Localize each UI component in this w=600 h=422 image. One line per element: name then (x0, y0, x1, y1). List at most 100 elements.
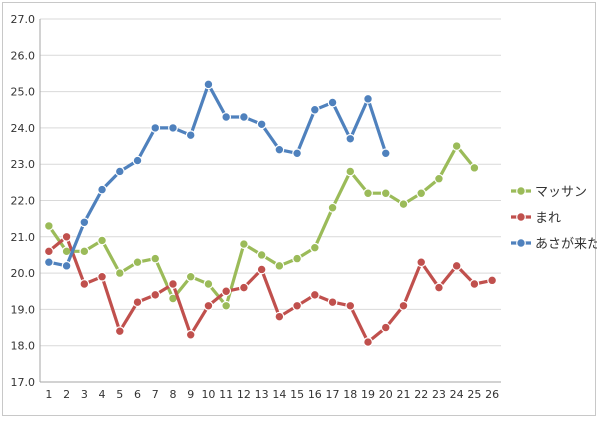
x-tick-label: 8 (169, 388, 176, 401)
data-point (97, 235, 107, 246)
data-point (434, 173, 444, 184)
x-tick-label: 2 (63, 388, 70, 401)
data-point (43, 257, 54, 268)
data-point (239, 112, 249, 122)
data-point (469, 162, 480, 173)
y-tick-label: 18.0 (11, 340, 36, 353)
legend-item: マッサン (511, 185, 587, 200)
data-point (150, 289, 161, 300)
x-tick-label: 13 (255, 388, 269, 401)
x-tick-label: 12 (237, 388, 251, 401)
data-point (416, 257, 427, 268)
chart-frame: 17.0 18.0 19.0 20.0 21.0 22.0 23.0 24.0 25.0 26.0… (2, 2, 600, 416)
data-point (132, 297, 143, 308)
data-point (256, 264, 267, 275)
data-point (132, 155, 143, 166)
data-point (97, 184, 107, 195)
x-tick-label: 20 (379, 388, 393, 401)
data-point (150, 253, 161, 264)
data-point (132, 257, 143, 268)
data-point (114, 268, 125, 279)
series-1 (43, 141, 480, 311)
y-tick-label: 27.0 (11, 13, 36, 26)
data-point (61, 231, 72, 242)
data-point (168, 279, 178, 289)
line-chart: 17.0 18.0 19.0 20.0 21.0 22.0 23.0 24.0 25.0 26.0… (11, 13, 600, 401)
series-group (43, 79, 498, 347)
data-point (114, 166, 125, 177)
data-point (292, 148, 302, 159)
y-tick-label: 20.0 (11, 267, 36, 280)
series-line (47, 144, 476, 308)
x-tick-label: 1 (45, 388, 52, 401)
data-point (345, 133, 356, 144)
series-line (47, 235, 493, 344)
legend-swatch-marker (516, 212, 526, 222)
data-point (221, 112, 232, 122)
data-point (398, 300, 409, 311)
data-point (345, 300, 356, 311)
series-3 (43, 79, 391, 271)
data-point (380, 148, 391, 159)
data-point (79, 217, 90, 228)
data-point (451, 141, 462, 151)
y-tick-label: 19.0 (11, 303, 36, 316)
y-tick-label: 24.0 (11, 122, 36, 135)
x-tick-label: 7 (152, 388, 159, 401)
data-point (61, 260, 72, 271)
data-point (380, 322, 391, 333)
data-point (97, 271, 107, 282)
y-tick-label: 25.0 (11, 86, 36, 99)
data-point (327, 97, 338, 108)
data-point (327, 202, 338, 213)
x-tick-label: 15 (290, 388, 304, 401)
data-point (363, 188, 373, 199)
data-point (43, 246, 54, 257)
data-point (203, 300, 214, 311)
data-point (239, 239, 249, 249)
x-tick-label: 22 (414, 388, 428, 401)
legend-item: あさが来た (511, 237, 600, 252)
legend-swatch-marker (516, 186, 526, 196)
legend-label: あさが来た (535, 237, 597, 252)
x-tick-label: 23 (432, 388, 446, 401)
x-tick-label: 14 (272, 388, 286, 401)
data-point (292, 300, 302, 311)
data-point (309, 242, 320, 253)
data-point (416, 188, 427, 199)
x-tick-label: 4 (99, 388, 106, 401)
data-point (434, 282, 444, 293)
x-tick-label: 5 (116, 388, 123, 401)
data-point (114, 326, 125, 337)
legend-swatch-marker (516, 238, 526, 248)
grid-lines (39, 18, 501, 383)
data-point (221, 286, 232, 297)
data-point (79, 246, 90, 257)
data-point (469, 279, 480, 289)
x-tick-label: 16 (308, 388, 322, 401)
x-tick-label: 6 (134, 388, 141, 401)
data-point (309, 289, 320, 300)
data-point (168, 122, 178, 133)
x-tick-label: 11 (219, 388, 233, 401)
y-tick-label: 23.0 (11, 158, 36, 171)
x-tick-label: 26 (485, 388, 499, 401)
y-tick-label: 26.0 (11, 49, 36, 62)
x-tick-label: 25 (467, 388, 481, 401)
data-point (203, 279, 214, 289)
data-point (274, 260, 285, 271)
x-axis-ticks: 1 2 3 4 5 6 7 8 9 10 11 12 13 14 15 16 17 18 19 20 21 22 23 24 2… (45, 388, 499, 401)
data-point (221, 300, 232, 311)
y-tick-label: 22.0 (11, 195, 36, 208)
data-point (292, 253, 302, 264)
legend-item: まれ (511, 211, 561, 226)
y-tick-label: 17.0 (11, 376, 36, 389)
x-tick-label: 19 (361, 388, 375, 401)
data-point (309, 104, 320, 115)
data-point (327, 297, 338, 308)
data-point (363, 337, 373, 347)
data-point (256, 250, 267, 260)
data-point (451, 260, 462, 271)
legend-label: マッサン (535, 185, 587, 200)
